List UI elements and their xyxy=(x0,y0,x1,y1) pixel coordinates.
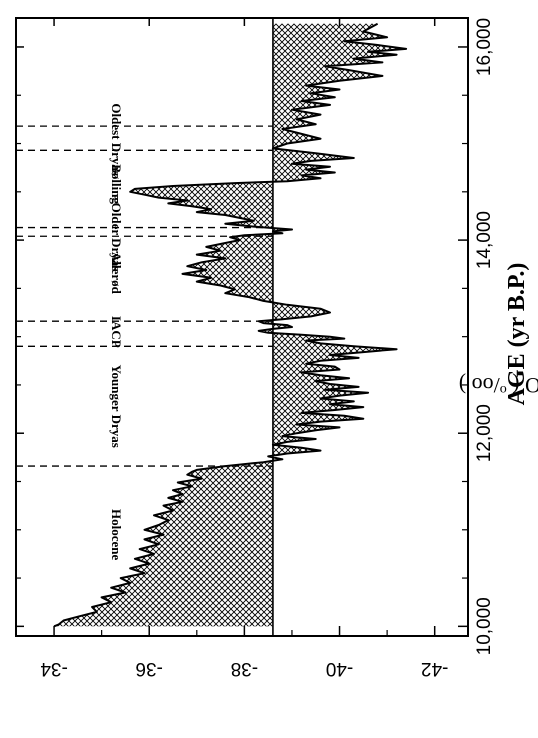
x-tick-label: 16,000 xyxy=(474,18,495,76)
x-axis-label: AGE (yr B.P.) xyxy=(504,263,530,406)
y-tick-label: -38 xyxy=(231,658,258,679)
plot-frame xyxy=(15,17,469,637)
series-line xyxy=(53,22,408,628)
x-tick-label: 14,000 xyxy=(474,211,495,269)
period-label: Allerød xyxy=(109,252,124,295)
svg-text:AGE (yr B.P.): AGE (yr B.P.) xyxy=(504,263,530,406)
period-label: Holocene xyxy=(109,509,124,560)
period-label: IACP xyxy=(109,316,124,348)
shaded-area xyxy=(54,23,407,627)
period-label: Bølling xyxy=(109,164,124,204)
period-label: Younger Dryas xyxy=(109,365,124,448)
y-tick-label: -36 xyxy=(135,658,162,679)
x-tick-label: 10,000 xyxy=(474,597,495,655)
svg-text:δ18O ( o/oo ): δ18O ( o/oo ) xyxy=(459,373,538,398)
y-tick-label: -42 xyxy=(421,658,448,679)
x-tick-label: 12,000 xyxy=(474,404,495,462)
y-tick-label: -40 xyxy=(326,658,353,679)
y-tick-label: -34 xyxy=(40,658,68,679)
period-label: =Older Dryas xyxy=(109,195,124,271)
ticks: 16,000 14,000 12,000 10,000 -34 -36 -38 -40 -42 xyxy=(16,18,495,679)
y-axis-label: δ18O ( o/oo ) xyxy=(459,373,538,398)
period-label: Oldest Dryas xyxy=(109,103,124,176)
